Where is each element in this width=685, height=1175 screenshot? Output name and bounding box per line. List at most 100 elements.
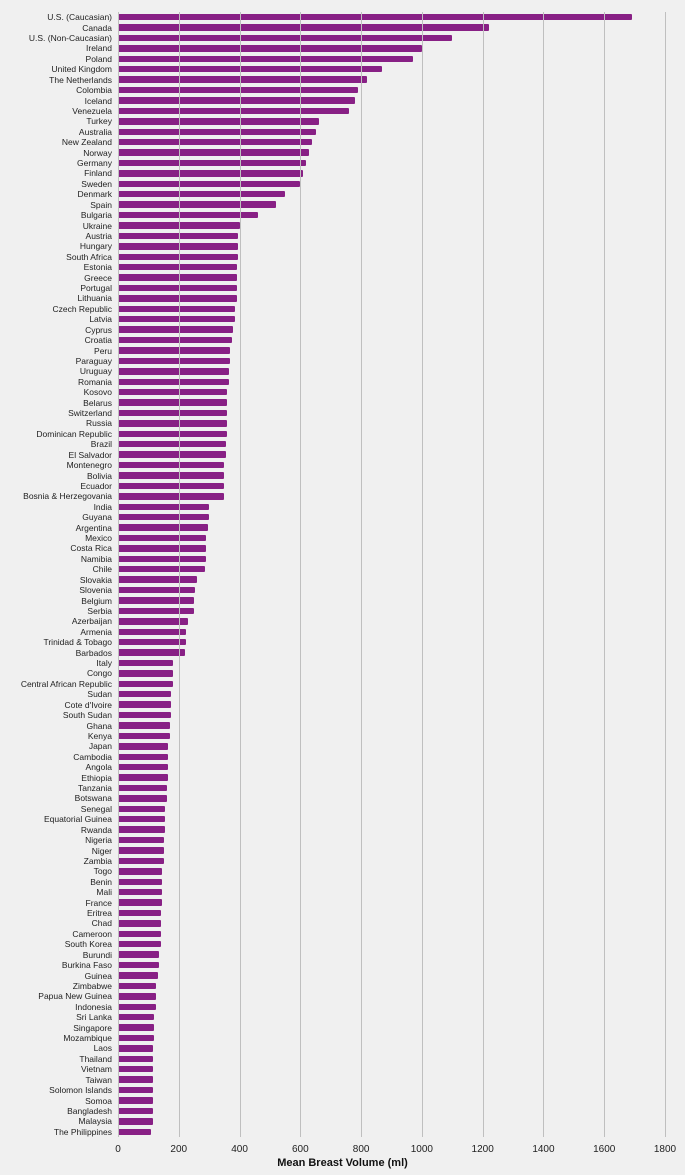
y-axis-label: France <box>86 898 112 908</box>
bar <box>118 118 319 124</box>
bar <box>118 326 233 332</box>
bar <box>118 535 206 541</box>
bar-row: Russia <box>118 418 665 428</box>
x-tick-label: 800 <box>353 1144 370 1155</box>
bar <box>118 1066 153 1072</box>
y-axis-label: Brazil <box>91 439 112 449</box>
bar-row: Finland <box>118 168 665 178</box>
grid-line <box>665 12 666 1137</box>
y-axis-label: Mexico <box>85 533 112 543</box>
x-tick-label: 0 <box>115 1144 121 1155</box>
y-axis-label: Finland <box>84 168 112 178</box>
bar-row: Singapore <box>118 1022 665 1032</box>
y-axis-label: Guyana <box>82 512 112 522</box>
bar <box>118 1056 153 1062</box>
y-axis-label: Mali <box>96 887 112 897</box>
bar-row: Bangladesh <box>118 1106 665 1116</box>
y-axis-label: Barbados <box>76 648 112 658</box>
y-axis-label: Dominican Republic <box>36 429 112 439</box>
y-axis-label: Malaysia <box>78 1116 112 1126</box>
bar-row: Nigeria <box>118 835 665 845</box>
y-axis-label: Niger <box>92 846 112 856</box>
bar-row: Bulgaria <box>118 210 665 220</box>
bar <box>118 816 165 822</box>
bar-row: Kosovo <box>118 387 665 397</box>
bar <box>118 660 173 666</box>
bar-row: United Kingdom <box>118 64 665 74</box>
bar <box>118 472 224 478</box>
grid-line <box>604 12 605 1137</box>
bar-row: Chad <box>118 918 665 928</box>
y-axis-label: Peru <box>94 346 112 356</box>
bar <box>118 1087 153 1093</box>
bar-row: Brazil <box>118 439 665 449</box>
bar <box>118 160 306 166</box>
y-axis-label: Turkey <box>86 116 112 126</box>
bar-row: Ireland <box>118 43 665 53</box>
y-axis-label: Zimbabwe <box>73 981 112 991</box>
bar <box>118 1118 153 1124</box>
bar-row: Cameroon <box>118 929 665 939</box>
bar <box>118 410 227 416</box>
bar-row: Laos <box>118 1043 665 1053</box>
bar <box>118 1129 151 1135</box>
bar-row: Cambodia <box>118 752 665 762</box>
bar <box>118 108 349 114</box>
y-axis-label: Sudan <box>87 689 112 699</box>
bar-row: Paraguay <box>118 356 665 366</box>
bar-row: Mexico <box>118 533 665 543</box>
bar <box>118 879 162 885</box>
x-tick-label: 1800 <box>654 1144 676 1155</box>
y-axis-label: Cyprus <box>85 325 112 335</box>
y-axis-label: Czech Republic <box>52 304 112 314</box>
bar-row: Vietnam <box>118 1064 665 1074</box>
chart-container: U.S. (Caucasian)CanadaU.S. (Non-Caucasia… <box>0 0 685 1175</box>
bar-row: Dominican Republic <box>118 429 665 439</box>
x-tick-label: 200 <box>170 1144 187 1155</box>
y-axis-label: Congo <box>87 668 112 678</box>
bar <box>118 754 168 760</box>
bar <box>118 774 168 780</box>
bar-row: Spain <box>118 200 665 210</box>
bar <box>118 462 224 468</box>
bar-row: Portugal <box>118 283 665 293</box>
y-axis-label: Norway <box>83 148 112 158</box>
bar-row: New Zealand <box>118 137 665 147</box>
bar-row: Burundi <box>118 950 665 960</box>
bar <box>118 806 165 812</box>
bar-row: Namibia <box>118 554 665 564</box>
plot-area: U.S. (Caucasian)CanadaU.S. (Non-Caucasia… <box>118 12 665 1137</box>
bar <box>118 399 227 405</box>
y-axis-label: South Sudan <box>63 710 112 720</box>
y-axis-label: Sri Lanka <box>76 1012 112 1022</box>
y-axis-label: Colombia <box>76 85 112 95</box>
bar <box>118 993 156 999</box>
bar <box>118 347 230 353</box>
y-axis-label: Slovenia <box>79 585 112 595</box>
bar-row: Chile <box>118 564 665 574</box>
bar <box>118 712 171 718</box>
y-axis-label: Austria <box>86 231 112 241</box>
y-axis-label: Belgium <box>81 596 112 606</box>
grid-line <box>543 12 544 1137</box>
y-axis-label: Venezuela <box>72 106 112 116</box>
bar <box>118 358 230 364</box>
grid-line <box>300 12 301 1137</box>
bar <box>118 920 161 926</box>
bar-row: Ghana <box>118 720 665 730</box>
bar-row: Tanzania <box>118 783 665 793</box>
x-tick-label: 1200 <box>472 1144 494 1155</box>
y-axis-label: Taiwan <box>86 1075 112 1085</box>
bar-row: U.S. (Caucasian) <box>118 12 665 22</box>
y-axis-label: Ethiopia <box>81 773 112 783</box>
bar <box>118 691 171 697</box>
bar <box>118 97 355 103</box>
bar-row: Estonia <box>118 262 665 272</box>
bar <box>118 306 235 312</box>
y-axis-label: Rwanda <box>81 825 112 835</box>
y-axis-label: Croatia <box>85 335 112 345</box>
bar <box>118 701 171 707</box>
bar-row: Norway <box>118 147 665 157</box>
y-axis-label: Papua New Guinea <box>38 991 112 1001</box>
bar-row: Thailand <box>118 1054 665 1064</box>
